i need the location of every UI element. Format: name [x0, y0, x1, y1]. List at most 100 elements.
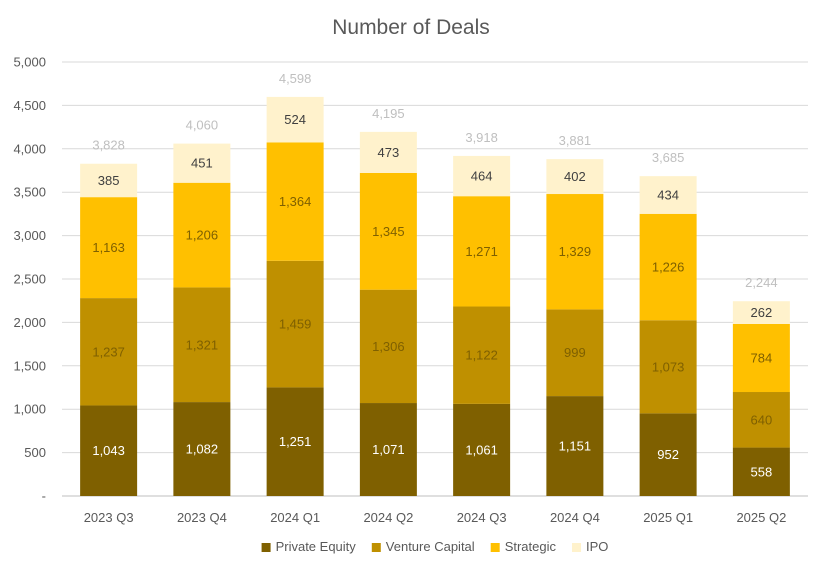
bar-segment [266, 260, 324, 388]
bar-segment [546, 159, 604, 195]
bar-segment [732, 323, 790, 393]
y-tick-label: 1,000 [13, 402, 46, 417]
data-label: 1,071 [372, 442, 405, 457]
bar-segment [546, 396, 604, 496]
data-label: 1,345 [372, 224, 405, 239]
bar-segment [80, 298, 138, 406]
data-label: 1,251 [279, 434, 312, 449]
bar-segment [173, 182, 231, 288]
bar-segment [639, 213, 697, 321]
data-label: 524 [284, 112, 306, 127]
legend-label: Private Equity [276, 539, 357, 554]
data-label: 952 [657, 447, 679, 462]
data-label: 1,271 [465, 244, 498, 259]
bar-segment [80, 163, 138, 198]
y-tick-label: 5,000 [13, 55, 46, 70]
x-tick-label: 2023 Q3 [84, 510, 134, 525]
data-label: 784 [751, 350, 773, 365]
data-label: 1,459 [279, 317, 312, 332]
y-tick-label: 4,500 [13, 98, 46, 113]
bar-segment [359, 172, 417, 290]
legend-swatch [490, 543, 500, 552]
bar-segment [266, 96, 324, 143]
bar-segment [453, 306, 511, 404]
data-label: 1,163 [92, 240, 125, 255]
y-tick-label: - [42, 489, 46, 504]
total-label: 3,685 [652, 150, 685, 165]
bar-segment [639, 413, 697, 496]
data-label: 999 [564, 345, 586, 360]
data-label: 1,321 [186, 337, 219, 352]
bar-segment [453, 155, 511, 197]
bar-segment [732, 301, 790, 324]
y-axis: - 500 1,000 1,500 2,000 2,500 3,000 3,500 4,000 4… [13, 55, 46, 504]
legend-item: Strategic [490, 539, 556, 554]
total-label: 4,598 [279, 71, 312, 86]
data-label: 1,226 [652, 260, 685, 275]
chart-title: Number of Deals [332, 16, 490, 39]
bar-segment [80, 405, 138, 496]
total-label: 3,828 [92, 138, 125, 153]
bar-segment [266, 387, 324, 496]
bar-segment [359, 131, 417, 173]
legend-swatch [261, 543, 271, 552]
bar-segment [359, 403, 417, 496]
bar-segment [453, 196, 511, 307]
x-tick-label: 2024 Q1 [270, 510, 320, 525]
data-label: 558 [751, 464, 773, 479]
data-label: 640 [751, 412, 773, 427]
data-labels: 1,043 1,237 1,163 385 3,828 1,082 1,321 1,206 45… [92, 71, 777, 479]
data-label: 402 [564, 169, 586, 184]
total-label: 2,244 [745, 275, 778, 290]
data-label: 464 [471, 169, 493, 184]
y-tick-label: 3,000 [13, 228, 46, 243]
data-label: 451 [191, 156, 213, 171]
bar-segment [266, 142, 324, 261]
legend-swatch [371, 543, 381, 552]
data-label: 1,364 [279, 194, 312, 209]
y-tick-label: 1,500 [13, 358, 46, 373]
bar-segment [732, 447, 790, 496]
data-label: 1,151 [559, 439, 592, 454]
data-label: 1,306 [372, 339, 405, 354]
bar-segment [173, 143, 231, 183]
total-label: 3,881 [559, 133, 592, 148]
data-label: 1,082 [186, 442, 219, 457]
legend-item: Venture Capital [371, 539, 475, 554]
data-label: 1,329 [559, 244, 592, 259]
legend-label: Venture Capital [386, 539, 475, 554]
data-label: 1,043 [92, 443, 125, 458]
bar-segment [639, 176, 697, 214]
legend-label: IPO [586, 539, 608, 554]
y-tick-label: 3,500 [13, 185, 46, 200]
x-axis: 2023 Q3 2023 Q4 2024 Q1 2024 Q2 2024 Q3 2024 … [84, 510, 787, 525]
bars [80, 96, 790, 496]
bar-segment [359, 289, 417, 404]
legend-item: Private Equity [261, 539, 357, 554]
bar-segment [80, 197, 138, 299]
legend: Private Equity Venture Capital Strategic IP… [261, 539, 608, 554]
data-label: 262 [751, 305, 773, 320]
y-tick-label: 500 [24, 445, 46, 460]
legend-swatch [572, 543, 582, 552]
bar-segment [453, 403, 511, 496]
bar-segment [546, 194, 604, 310]
data-label: 1,122 [465, 348, 498, 363]
total-label: 4,195 [372, 106, 405, 121]
x-tick-label: 2025 Q1 [643, 510, 693, 525]
legend-item: IPO [572, 539, 608, 554]
total-label: 3,918 [465, 130, 498, 145]
data-label: 1,206 [186, 228, 219, 243]
y-tick-label: 2,000 [13, 315, 46, 330]
bar-segment [732, 392, 790, 448]
bar-segment [639, 320, 697, 414]
bar-segment [546, 309, 604, 397]
data-label: 385 [98, 173, 120, 188]
x-tick-label: 2025 Q2 [736, 510, 786, 525]
data-label: 1,073 [652, 359, 685, 374]
x-tick-label: 2023 Q4 [177, 510, 227, 525]
data-label: 434 [657, 187, 679, 202]
data-label: 1,061 [465, 442, 498, 457]
